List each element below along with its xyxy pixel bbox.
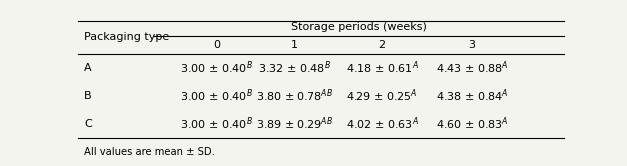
Text: 3.80 ± 0.78$^{AB}$: 3.80 ± 0.78$^{AB}$ bbox=[256, 88, 333, 104]
Text: B: B bbox=[84, 91, 92, 101]
Text: 4.02 ± 0.63$^{A}$: 4.02 ± 0.63$^{A}$ bbox=[345, 116, 418, 132]
Text: 3.32 ± 0.48$^{B}$: 3.32 ± 0.48$^{B}$ bbox=[258, 60, 331, 76]
Text: 3.00 ± 0.40$^{B}$: 3.00 ± 0.40$^{B}$ bbox=[181, 88, 253, 104]
Text: 3.00 ± 0.40$^{B}$: 3.00 ± 0.40$^{B}$ bbox=[181, 60, 253, 76]
Text: Storage periods (weeks): Storage periods (weeks) bbox=[291, 22, 427, 32]
Text: Packaging type: Packaging type bbox=[84, 32, 169, 42]
Text: 3.00 ± 0.40$^{B}$: 3.00 ± 0.40$^{B}$ bbox=[181, 116, 253, 132]
Text: 4.29 ± 0.25$^{A}$: 4.29 ± 0.25$^{A}$ bbox=[347, 88, 418, 104]
Text: 4.38 ± 0.84$^{A}$: 4.38 ± 0.84$^{A}$ bbox=[436, 88, 508, 104]
Text: All values are mean ± SD.: All values are mean ± SD. bbox=[84, 147, 215, 157]
Text: 4.18 ± 0.61$^{A}$: 4.18 ± 0.61$^{A}$ bbox=[345, 60, 418, 76]
Text: 0: 0 bbox=[213, 40, 220, 50]
Text: C: C bbox=[84, 119, 92, 129]
Text: A: A bbox=[84, 63, 92, 73]
Text: 3: 3 bbox=[468, 40, 475, 50]
Text: 2: 2 bbox=[379, 40, 386, 50]
Text: 4.60 ± 0.83$^{A}$: 4.60 ± 0.83$^{A}$ bbox=[436, 116, 508, 132]
Text: 3.89 ± 0.29$^{AB}$: 3.89 ± 0.29$^{AB}$ bbox=[256, 116, 333, 132]
Text: 4.43 ± 0.88$^{A}$: 4.43 ± 0.88$^{A}$ bbox=[436, 60, 508, 76]
Text: 1: 1 bbox=[291, 40, 298, 50]
